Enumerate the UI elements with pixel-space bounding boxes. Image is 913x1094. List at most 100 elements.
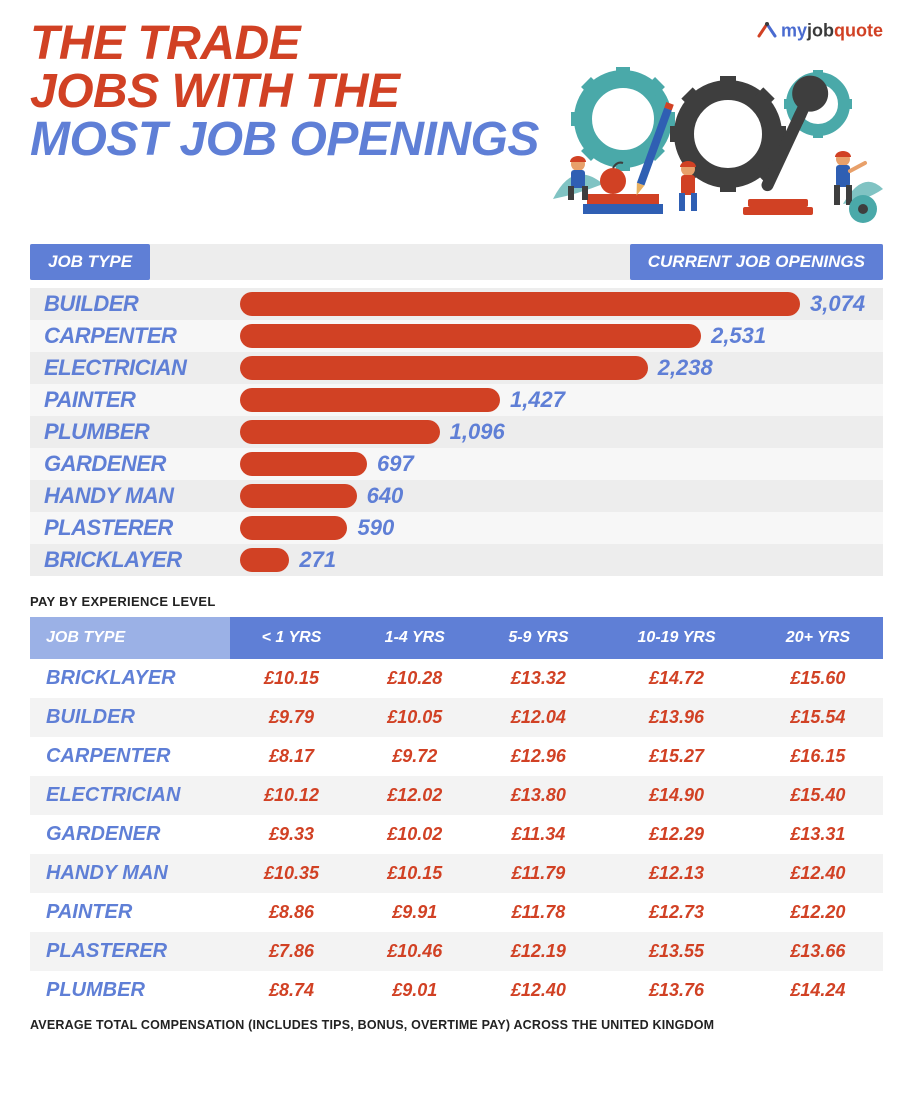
pay-value-cell: £10.02 [353, 815, 477, 854]
brand-logo: myjobquote [543, 20, 883, 43]
chart-bar-track: 1,427 [240, 388, 883, 412]
chart-bar-track: 697 [240, 452, 883, 476]
pay-job-cell: ELECTRICIAN [30, 776, 230, 815]
header: THE TRADE JOBS WITH THE MOST JOB OPENING… [30, 20, 883, 234]
pay-value-cell: £16.15 [753, 737, 883, 776]
title-block: THE TRADE JOBS WITH THE MOST JOB OPENING… [30, 20, 539, 164]
pay-table-header: 1-4 YRS [353, 617, 477, 659]
pay-value-cell: £14.72 [600, 659, 753, 698]
pay-value-cell: £12.19 [477, 932, 601, 971]
pay-table-header: JOB TYPE [30, 617, 230, 659]
openings-bar-chart: BUILDER3,074CARPENTER 2,531 ELECTRICIAN 2,2… [30, 288, 883, 576]
chart-value: 1,096 [450, 419, 505, 445]
chart-row: HANDY MAN 640 [30, 480, 883, 512]
chart-value: 271 [299, 547, 336, 573]
chart-row: CARPENTER 2,531 [30, 320, 883, 352]
chart-value: 2,238 [658, 355, 713, 381]
chart-value: 590 [357, 515, 394, 541]
pay-value-cell: £12.20 [753, 893, 883, 932]
footnote: AVERAGE TOTAL COMPENSATION (INCLUDES TIP… [30, 1018, 883, 1032]
pay-value-cell: £12.40 [753, 854, 883, 893]
pay-job-cell: PLUMBER [30, 971, 230, 1010]
pay-table-row: CARPENTER£8.17£9.72£12.96£15.27£16.15 [30, 737, 883, 776]
openings-label: CURRENT JOB OPENINGS [630, 244, 883, 280]
chart-bar-track: 1,096 [240, 420, 883, 444]
brand-part1: my [781, 20, 807, 40]
title-line1: THE TRADE [30, 20, 539, 68]
chart-job-label: BRICKLAYER [30, 547, 240, 573]
chart-bar [240, 420, 440, 444]
pay-job-cell: PAINTER [30, 893, 230, 932]
chart-bar [240, 548, 289, 572]
chart-value: 2,531 [711, 323, 766, 349]
chart-bar [240, 388, 500, 412]
pay-value-cell: £15.27 [600, 737, 753, 776]
pay-table-header-row: JOB TYPE< 1 YRS1-4 YRS5-9 YRS10-19 YRS20… [30, 617, 883, 659]
chart-row: PLASTERER590 [30, 512, 883, 544]
chart-bar [240, 516, 347, 540]
pay-value-cell: £10.28 [353, 659, 477, 698]
chart-bar-track: 2,531 [240, 324, 883, 348]
chart-row: GARDENER 697 [30, 448, 883, 480]
chart-headers: JOB TYPE CURRENT JOB OPENINGS [30, 244, 883, 280]
pay-table-row: ELECTRICIAN£10.12£12.02£13.80£14.90£15.4… [30, 776, 883, 815]
pay-table-header: 20+ YRS [753, 617, 883, 659]
pay-value-cell: £13.31 [753, 815, 883, 854]
chart-bar-track: 271 [240, 548, 883, 572]
chart-row: PLUMBER 1,096 [30, 416, 883, 448]
pay-section-label: PAY BY EXPERIENCE LEVEL [30, 594, 883, 609]
pay-value-cell: £12.96 [477, 737, 601, 776]
brand-art-block: myjobquote [543, 20, 883, 234]
pay-value-cell: £10.46 [353, 932, 477, 971]
pay-job-cell: CARPENTER [30, 737, 230, 776]
pay-value-cell: £11.78 [477, 893, 601, 932]
pay-table-row: HANDY MAN£10.35£10.15£11.79£12.13£12.40 [30, 854, 883, 893]
chart-value: 697 [377, 451, 414, 477]
pay-value-cell: £12.29 [600, 815, 753, 854]
pay-table-row: PLUMBER£8.74£9.01£12.40£13.76£14.24 [30, 971, 883, 1010]
pay-value-cell: £8.17 [230, 737, 353, 776]
hero-illustration [543, 49, 883, 229]
brand-part3: quote [834, 20, 883, 40]
chart-job-label: HANDY MAN [30, 483, 240, 509]
pay-value-cell: £13.80 [477, 776, 601, 815]
pay-table-row: PAINTER£8.86£9.91£11.78£12.73£12.20 [30, 893, 883, 932]
chart-row: ELECTRICIAN 2,238 [30, 352, 883, 384]
pay-table-row: PLASTERER£7.86£10.46£12.19£13.55£13.66 [30, 932, 883, 971]
chart-bar-track: 2,238 [240, 356, 883, 380]
pay-value-cell: £10.12 [230, 776, 353, 815]
pay-value-cell: £10.15 [230, 659, 353, 698]
title-line2: JOBS WITH THE [30, 68, 539, 116]
pay-value-cell: £9.01 [353, 971, 477, 1010]
chart-bar [240, 324, 701, 348]
pay-job-cell: HANDY MAN [30, 854, 230, 893]
pay-table-header: < 1 YRS [230, 617, 353, 659]
chart-job-label: PAINTER [30, 387, 240, 413]
chart-job-label: GARDENER [30, 451, 240, 477]
pay-value-cell: £14.90 [600, 776, 753, 815]
pay-value-cell: £10.05 [353, 698, 477, 737]
pay-job-cell: BUILDER [30, 698, 230, 737]
pay-table-header: 5-9 YRS [477, 617, 601, 659]
chart-job-label: PLUMBER [30, 419, 240, 445]
pay-value-cell: £10.35 [230, 854, 353, 893]
pay-value-cell: £8.74 [230, 971, 353, 1010]
pay-value-cell: £13.76 [600, 971, 753, 1010]
pay-value-cell: £8.86 [230, 893, 353, 932]
pay-value-cell: £9.79 [230, 698, 353, 737]
pay-value-cell: £15.54 [753, 698, 883, 737]
pay-table-row: BUILDER£9.79£10.05£12.04£13.96£15.54 [30, 698, 883, 737]
chart-job-label: BUILDER [30, 291, 240, 317]
pay-table-row: GARDENER£9.33£10.02£11.34£12.29£13.31 [30, 815, 883, 854]
chart-job-label: CARPENTER [30, 323, 240, 349]
pay-job-cell: GARDENER [30, 815, 230, 854]
pay-value-cell: £13.66 [753, 932, 883, 971]
chart-row: BRICKLAYER 271 [30, 544, 883, 576]
chart-value: 640 [367, 483, 404, 509]
pay-value-cell: £11.34 [477, 815, 601, 854]
chart-job-label: ELECTRICIAN [30, 355, 240, 381]
pay-table-body: BRICKLAYER£10.15£10.28£13.32£14.72£15.60… [30, 659, 883, 1010]
pay-value-cell: £13.55 [600, 932, 753, 971]
chart-bar-track: 3,074 [240, 292, 883, 316]
pay-value-cell: £9.91 [353, 893, 477, 932]
